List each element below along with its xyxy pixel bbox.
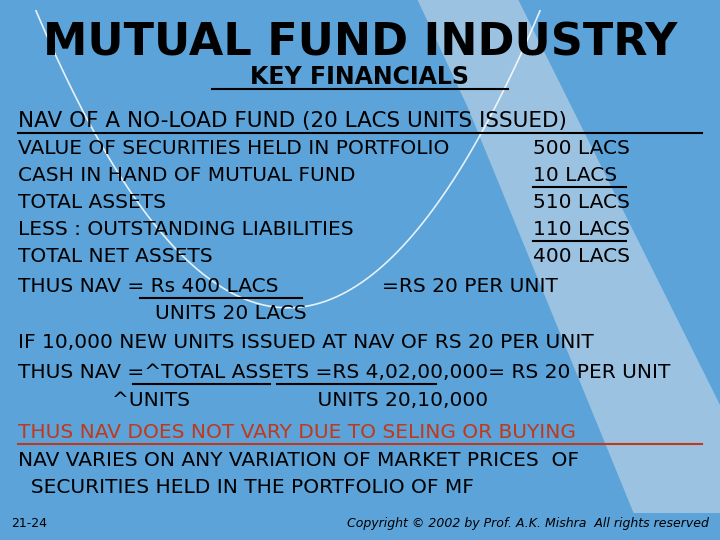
Text: IF 10,000 NEW UNITS ISSUED AT NAV OF RS 20 PER UNIT: IF 10,000 NEW UNITS ISSUED AT NAV OF RS … xyxy=(18,333,594,353)
Text: NAV VARIES ON ANY VARIATION OF MARKET PRICES  OF: NAV VARIES ON ANY VARIATION OF MARKET PR… xyxy=(18,450,579,470)
Text: VALUE OF SECURITIES HELD IN PORTFOLIO: VALUE OF SECURITIES HELD IN PORTFOLIO xyxy=(18,139,449,158)
Text: MUTUAL FUND INDUSTRY: MUTUAL FUND INDUSTRY xyxy=(43,22,677,65)
Text: LESS : OUTSTANDING LIABILITIES: LESS : OUTSTANDING LIABILITIES xyxy=(18,220,354,239)
Polygon shape xyxy=(418,0,720,513)
Text: 10 LACS: 10 LACS xyxy=(533,166,617,185)
Text: 510 LACS: 510 LACS xyxy=(533,193,630,212)
Text: NAV OF A NO-LOAD FUND (20 LACS UNITS ISSUED): NAV OF A NO-LOAD FUND (20 LACS UNITS ISS… xyxy=(18,111,567,132)
Text: CASH IN HAND OF MUTUAL FUND: CASH IN HAND OF MUTUAL FUND xyxy=(18,166,356,185)
Text: THUS NAV DOES NOT VARY DUE TO SELING OR BUYING: THUS NAV DOES NOT VARY DUE TO SELING OR … xyxy=(18,422,576,442)
Text: THUS NAV =^TOTAL ASSETS =RS 4,02,00,000= RS 20 PER UNIT: THUS NAV =^TOTAL ASSETS =RS 4,02,00,000=… xyxy=(18,363,670,382)
Text: TOTAL NET ASSETS: TOTAL NET ASSETS xyxy=(18,247,212,266)
Text: Copyright © 2002 by Prof. A.K. Mishra  All rights reserved: Copyright © 2002 by Prof. A.K. Mishra Al… xyxy=(347,517,709,530)
Text: 21-24: 21-24 xyxy=(11,517,47,530)
Text: TOTAL ASSETS: TOTAL ASSETS xyxy=(18,193,166,212)
Text: 400 LACS: 400 LACS xyxy=(533,247,630,266)
Text: KEY FINANCIALS: KEY FINANCIALS xyxy=(251,65,469,89)
Text: 500 LACS: 500 LACS xyxy=(533,139,630,158)
Text: =RS 20 PER UNIT: =RS 20 PER UNIT xyxy=(382,276,557,296)
Text: 110 LACS: 110 LACS xyxy=(533,220,630,239)
Text: ^UNITS                    UNITS 20,10,000: ^UNITS UNITS 20,10,000 xyxy=(112,391,487,410)
Text: SECURITIES HELD IN THE PORTFOLIO OF MF: SECURITIES HELD IN THE PORTFOLIO OF MF xyxy=(18,477,474,497)
Text: THUS NAV = Rs 400 LACS: THUS NAV = Rs 400 LACS xyxy=(18,276,279,296)
Text: UNITS 20 LACS: UNITS 20 LACS xyxy=(155,303,307,323)
